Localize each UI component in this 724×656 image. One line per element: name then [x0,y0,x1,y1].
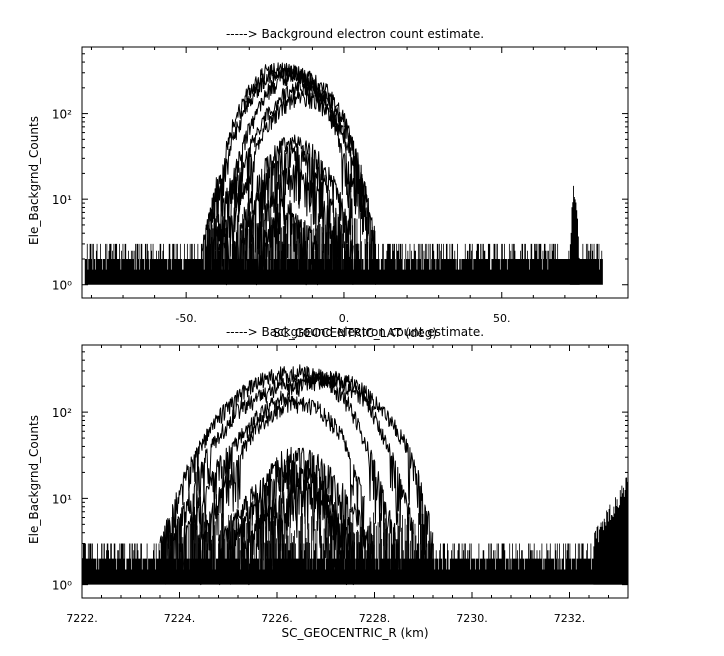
y-axis-label: Ele_Backgrnd_Counts [27,415,41,544]
series-line-4 [198,395,366,586]
plot-frame [81,46,629,299]
series-line-8 [248,164,338,286]
spike [569,185,580,285]
series-line-7 [242,477,355,586]
series-line-3 [179,372,434,577]
series-line-9 [258,198,319,286]
series-line-7 [239,144,342,281]
x-tick-label: 7226. [261,612,293,625]
chart-title: -----> Background electron count estimat… [226,27,484,41]
x-tick-label: 7232. [554,612,586,625]
y-tick-label: 10¹ [52,193,72,207]
series-line-1 [201,62,354,260]
y-tick-label: 10⁰ [52,279,72,293]
x-tick-label: 7228. [359,612,391,625]
series-line-5 [218,446,375,586]
x-tick-label: 7222. [66,612,98,625]
edge-rise [593,477,628,585]
x-tick-label: -50. [175,312,196,325]
y-tick-label: 10² [52,108,72,122]
series-line-4 [217,79,377,285]
x-tick-label: 50. [493,312,511,325]
y-axis-label: Ele_Backgrnd_Counts [27,116,41,245]
x-tick-label: 0. [339,312,350,325]
y-tick-label: 10⁰ [52,579,72,593]
panel-1: -50. 0. 50. 10⁰ 10¹ 10² -----> Background elec… [27,27,629,340]
x-axis-label: SC_GEOCENTRIC_LAT (deg) [273,326,437,340]
series-line-1 [159,364,400,585]
x-tick-label: 7230. [456,612,488,625]
y-tick-label: 10² [52,406,72,420]
panel-2: 7222. 7224. 7226. 7228. 7230. 7232. 10⁰ 10¹ 10² -… [27,325,629,640]
x-axis-label: SC_GEOCENTRIC_R (km) [282,626,429,640]
chart-title: -----> Background electron count estimat… [226,325,484,339]
x-tick-label: 7224. [164,612,196,625]
y-tick-label: 10¹ [52,492,72,506]
series-line-3 [210,67,370,282]
